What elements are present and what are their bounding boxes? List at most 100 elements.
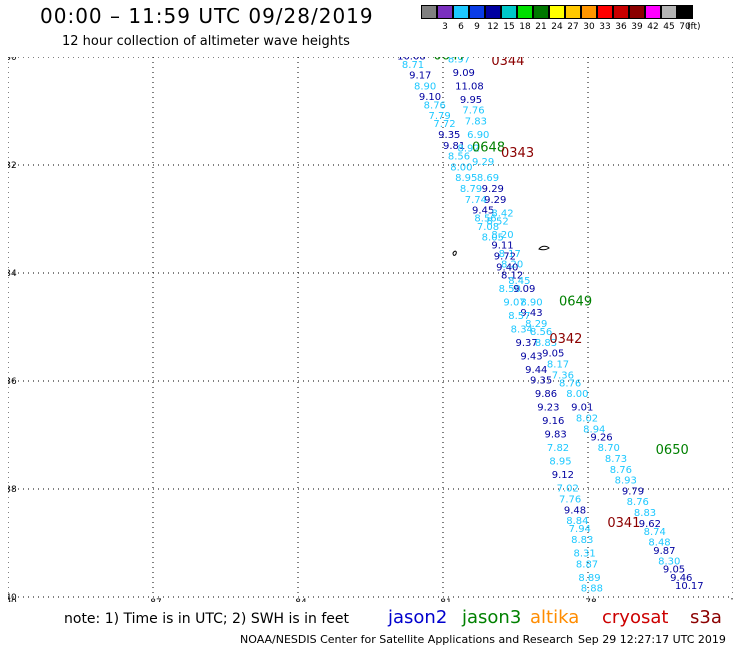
- colorbar-label: 3: [442, 22, 448, 32]
- swh-value: 8.02: [576, 414, 598, 425]
- colorbar-swatch: [421, 5, 437, 19]
- lat-tick-label: -40: [8, 593, 17, 602]
- colorbar-label: 21: [535, 22, 547, 32]
- colorbar-swatch: [645, 5, 661, 19]
- swh-value: 8.17: [547, 360, 569, 371]
- colorbar-label: 27: [567, 22, 579, 32]
- swh-value: 8.45: [508, 276, 530, 287]
- swh-value: 9.05: [663, 565, 685, 576]
- lon-tick-label: -84: [292, 598, 307, 602]
- swh-value: 8.90: [520, 297, 542, 308]
- swh-value: 7.76: [559, 495, 581, 506]
- swh-value: 8.20: [501, 260, 523, 271]
- swh-value: 8.52: [487, 216, 509, 227]
- swh-value: 7.74: [465, 195, 487, 206]
- swh-value: 7.79: [429, 111, 451, 122]
- wave-height-map: -30 -32 -34 -36 -38 -40-90 -87 -84 -81 -78 -75 10.0…: [8, 57, 733, 602]
- colorbar-unit: (ft): [687, 22, 701, 32]
- pass-time-label: 0341: [607, 516, 640, 531]
- swh-value: 11.08: [455, 81, 484, 92]
- colorbar-label: 15: [503, 22, 515, 32]
- swh-value: 9.10: [419, 92, 441, 103]
- swh-value: 8.83: [535, 338, 557, 349]
- colorbar-swatch: [437, 5, 453, 19]
- colorbar-label: 39: [631, 22, 643, 32]
- island-outline: [452, 250, 457, 256]
- swh-value: 8.79: [460, 184, 482, 195]
- swh-value: 9.62: [639, 519, 661, 530]
- colorbar-label: 70: [679, 22, 691, 32]
- lat-tick-label: -36: [8, 377, 17, 387]
- swh-value: 9.79: [622, 486, 644, 497]
- swh-value: 8.74: [644, 527, 666, 538]
- colorbar-swatch: [517, 5, 533, 19]
- swh-value: 9.07: [503, 297, 525, 308]
- swh-value: 6.90: [467, 130, 489, 141]
- swh-value: 10.17: [675, 581, 704, 592]
- swh-value: 9.29: [484, 195, 506, 206]
- swh-value: 8.95: [455, 173, 477, 184]
- lat-tick-label: -38: [8, 485, 17, 495]
- swh-value: 9.29: [482, 184, 504, 195]
- pass-time-label: 0344: [491, 57, 524, 69]
- swh-value: 9.43: [520, 308, 542, 319]
- swh-value: 9.11: [491, 241, 513, 252]
- generation-timestamp: Sep 29 12:27:17 UTC 2019: [578, 633, 726, 646]
- swh-value: 8.76: [424, 100, 446, 111]
- lat-tick-label: -30: [8, 57, 17, 63]
- swh-value: 9.29: [472, 157, 494, 168]
- swh-value: 8.42: [491, 208, 513, 219]
- colorbar-swatch: [629, 5, 645, 19]
- swh-value: 8.83: [571, 535, 593, 546]
- colorbar-swatch: [533, 5, 549, 19]
- swh-value: 8.71: [402, 60, 424, 71]
- pass-time-label: 0650: [656, 443, 689, 458]
- legend-jason2: jason2: [388, 607, 448, 628]
- swh-value: 9.40: [496, 262, 518, 273]
- island-outline: [538, 245, 550, 251]
- colorbar-swatch: [613, 5, 629, 19]
- pass-time-label: 0343: [501, 146, 534, 161]
- swh-value: 8.76: [559, 378, 581, 389]
- colorbar-label: 45: [663, 22, 675, 32]
- swh-value: 9.01: [571, 403, 593, 414]
- lon-tick-label: -90: [8, 598, 17, 602]
- swh-value: 8.76: [627, 497, 649, 508]
- swh-value: 8.92: [458, 144, 480, 155]
- swh-value: 9.35: [530, 376, 552, 387]
- colorbar-swatch: [469, 5, 485, 19]
- colorbar-swatch: [581, 5, 597, 19]
- colorbar-label: 33: [599, 22, 611, 32]
- swh-value: 9.44: [525, 365, 547, 376]
- swh-value: 8.90: [414, 81, 436, 92]
- lon-tick-label: -75: [727, 598, 733, 602]
- swh-value: 7.72: [433, 119, 455, 130]
- legend-altika: altika: [530, 607, 580, 628]
- map-title: 00:00 – 11:59 UTC 09/28/2019: [40, 4, 374, 28]
- lon-tick-label: -78: [582, 598, 597, 602]
- swh-value: 8.93: [615, 476, 637, 487]
- legend-note: note: 1) Time is in UTC; 2) SWH is in fe…: [64, 611, 350, 627]
- swh-value: 8.05: [482, 233, 504, 244]
- swh-value: 7.94: [569, 524, 591, 535]
- swh-value: 9.05: [542, 349, 564, 360]
- swh-value: 9.09: [513, 284, 535, 295]
- swh-value: 7.82: [547, 443, 569, 454]
- swh-value: 9.12: [552, 470, 574, 481]
- swh-value: 9.45: [472, 206, 494, 217]
- swh-value: 9.72: [494, 252, 516, 263]
- colorbar-label: 24: [551, 22, 563, 32]
- swh-value: 9.46: [670, 573, 692, 584]
- swh-value: 8.83: [634, 508, 656, 519]
- swh-value: 8.17: [499, 249, 521, 260]
- swh-value: 7.02: [557, 484, 579, 495]
- lat-tick-label: -32: [8, 161, 17, 171]
- swh-value: 8.69: [477, 173, 499, 184]
- swh-value: 9.95: [460, 95, 482, 106]
- swh-value: 7.36: [552, 370, 574, 381]
- swh-value: 8.76: [610, 465, 632, 476]
- swh-value: 8.20: [491, 230, 513, 241]
- swh-value: 8.56: [530, 327, 552, 338]
- swh-value: 8.50: [499, 284, 521, 295]
- pass-time-label: 0648: [472, 141, 505, 156]
